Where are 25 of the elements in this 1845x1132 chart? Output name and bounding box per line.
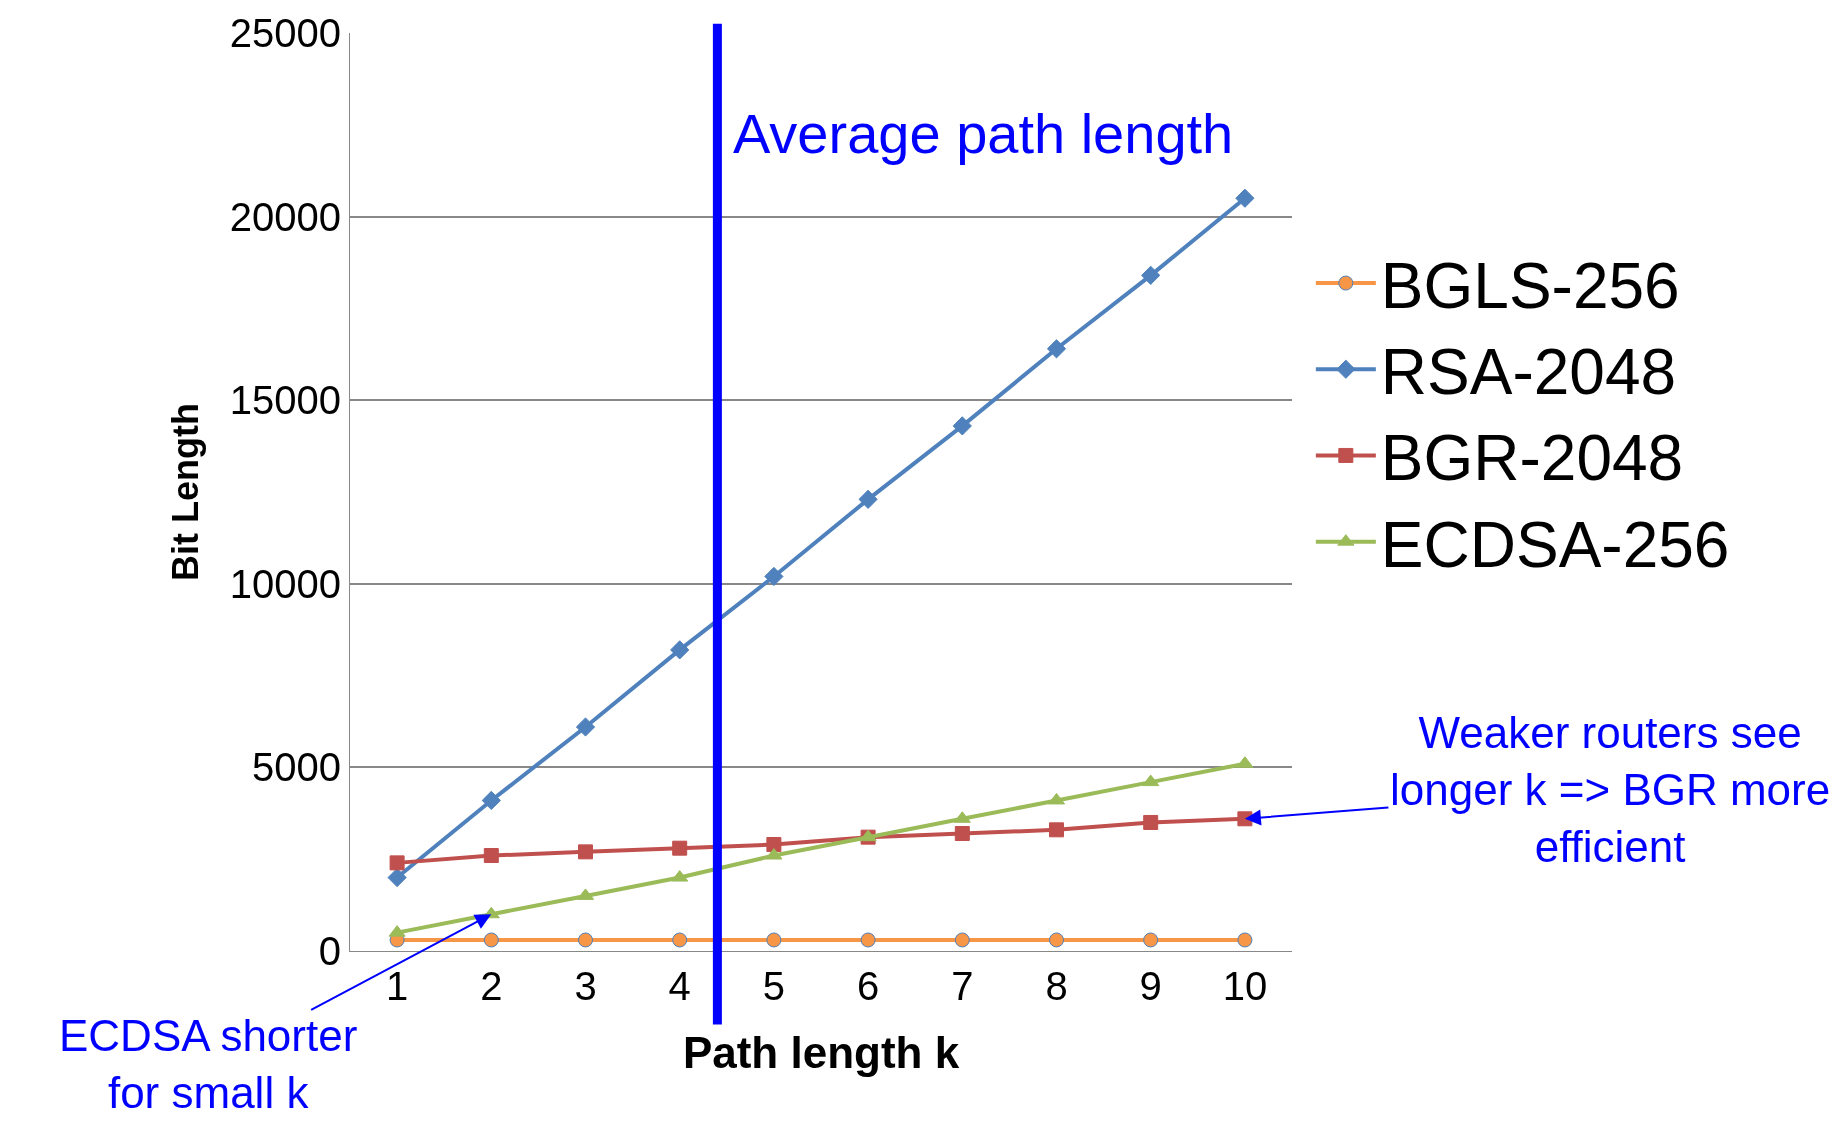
x-tick-label: 8 (1045, 964, 1068, 1008)
x-tick-label: 6 (856, 964, 880, 1008)
y-tick-label: 0 (318, 929, 341, 973)
y-tick-label: 20000 (229, 194, 341, 239)
x-tick-label: 4 (668, 964, 691, 1008)
y-tick-label: 15000 (229, 378, 341, 423)
x-tick-label: 1 (385, 964, 409, 1008)
ref-line-label: Average path length (733, 102, 1234, 165)
x-tick-label: 2 (480, 964, 503, 1008)
x-tick-label: 9 (1139, 964, 1162, 1008)
legend-label: RSA-2048 (1380, 336, 1677, 409)
legend-label: ECDSA-256 (1380, 508, 1730, 581)
legend-label: BGLS-256 (1380, 250, 1680, 323)
y-tick-label: 25000 (229, 11, 341, 55)
y-tick-label: 10000 (229, 561, 341, 606)
x-tick-label: 5 (762, 964, 786, 1008)
legend-label: BGR-2048 (1380, 422, 1684, 495)
y-tick-label: 5000 (252, 745, 341, 790)
x-tick-label: 10 (1222, 964, 1268, 1008)
x-tick-label: 3 (574, 964, 597, 1008)
x-axis-title: Path length k (682, 1028, 960, 1078)
x-tick-label: 7 (951, 964, 974, 1008)
annotation: ECDSA shorter for small k (59, 1011, 358, 1118)
y-axis-title: Bit Length (164, 403, 206, 581)
annotation: Weaker routers see longer k => BGR more efficient (1390, 708, 1831, 872)
